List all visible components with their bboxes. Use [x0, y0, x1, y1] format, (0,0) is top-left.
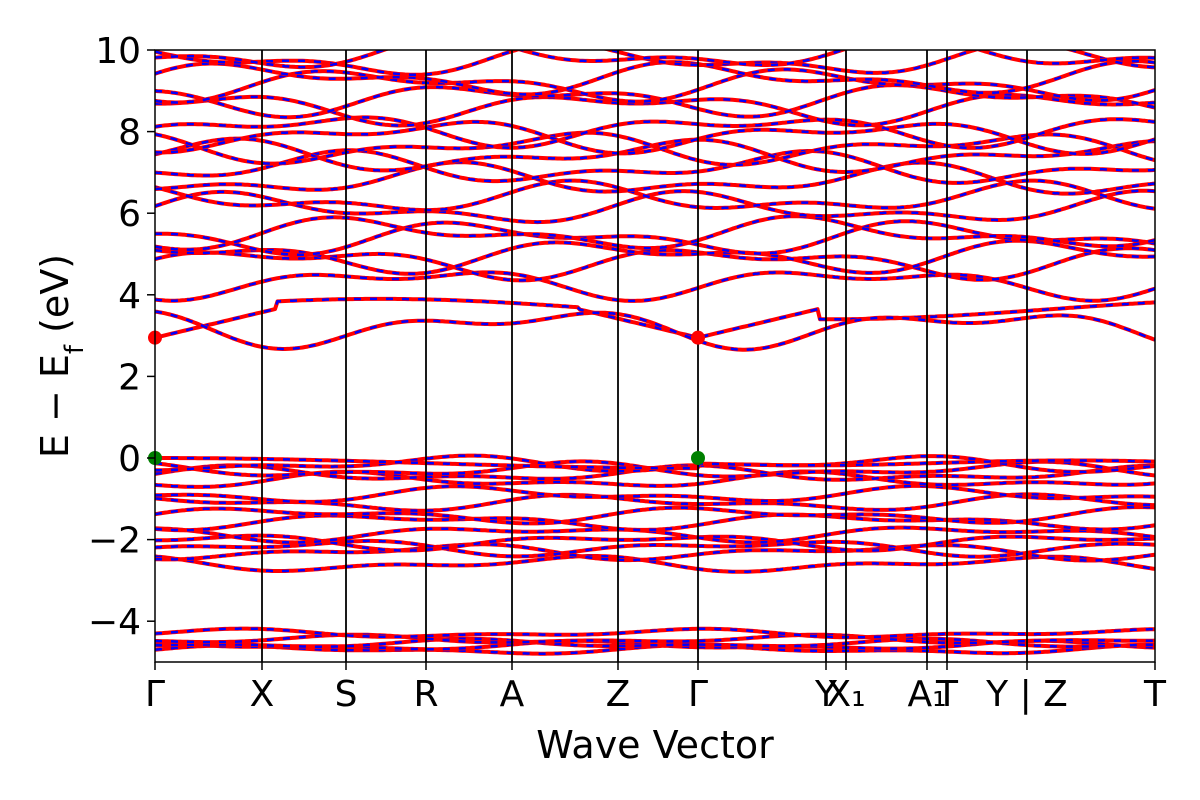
x-tick-label: Γ — [688, 674, 708, 715]
high-symmetry-lines — [261, 50, 1028, 662]
band-spin-up — [155, 296, 1155, 340]
y-tick-label: −4 — [88, 602, 141, 643]
x-tick-label: T — [1143, 674, 1167, 715]
x-tick-label: A — [500, 674, 525, 715]
band-spin-down — [155, 484, 1155, 504]
x-tick-label: Γ — [145, 674, 165, 715]
vbm-marker — [691, 451, 705, 465]
y-axis-title-subscript: f — [60, 344, 90, 354]
x-tick-label: Y | Z — [985, 674, 1068, 715]
band-spin-down — [155, 534, 1155, 552]
x-tick-label: A₁ — [907, 674, 946, 715]
band-spin-up — [155, 50, 1155, 77]
y-tick-label: 8 — [118, 113, 141, 154]
plot-frame — [154, 49, 1156, 663]
y-axis-title: E − Ef (eV) — [33, 254, 90, 458]
band-spin-up — [155, 119, 1155, 156]
band-spin-up — [155, 50, 1155, 70]
band-spin-down — [155, 513, 1155, 532]
y-tick-label: 10 — [95, 31, 141, 72]
band-spin-down — [155, 505, 1155, 525]
cbm-marker — [691, 330, 705, 345]
y-axis-ticks: −4 −2 0 2 4 6 8 10 — [88, 31, 155, 643]
y-tick-label: 6 — [118, 194, 141, 235]
band-spin-up — [155, 115, 1155, 150]
band-spin-up — [155, 67, 1155, 105]
x-axis-title: Wave Vector — [536, 723, 774, 767]
x-tick-label: T — [935, 674, 959, 715]
x-tick-label: X — [250, 674, 275, 715]
y-tick-label: −2 — [88, 521, 141, 562]
y-axis-title-unit: (eV) — [33, 254, 77, 345]
band-spin-up — [155, 214, 1155, 252]
band-spin-up — [155, 148, 1155, 185]
y-axis-title-main: E − E — [33, 354, 77, 458]
band-spin-up — [155, 238, 1155, 276]
band-spin-up — [155, 130, 1155, 167]
y-tick-label: 0 — [118, 439, 141, 480]
band-spin-up — [155, 188, 1155, 225]
band-spin-up — [155, 178, 1155, 213]
band-lines — [155, 50, 1155, 656]
x-tick-label: Y — [814, 674, 838, 715]
band-spin-up — [155, 160, 1155, 196]
band-spin-up — [155, 59, 1155, 97]
y-tick-label: 2 — [118, 357, 141, 398]
band-spin-down — [155, 627, 1155, 639]
band-spin-down — [155, 543, 1155, 562]
band-spin-down — [155, 297, 1155, 339]
x-tick-label: S — [335, 674, 358, 715]
band-spin-down — [155, 456, 1155, 470]
band-spin-down — [155, 470, 1155, 489]
band-spin-down — [155, 539, 1155, 558]
band-spin-down — [155, 554, 1155, 574]
band-spin-down — [155, 526, 1155, 544]
x-tick-label: X₁ — [826, 674, 865, 715]
band-spin-down — [155, 633, 1155, 645]
band-spin-down — [155, 83, 1155, 119]
band-spin-up — [155, 309, 1155, 352]
y-tick-label: 4 — [118, 276, 141, 317]
x-tick-label: R — [413, 674, 438, 715]
band-spin-down — [155, 310, 1155, 351]
x-tick-label: Z — [606, 674, 631, 715]
